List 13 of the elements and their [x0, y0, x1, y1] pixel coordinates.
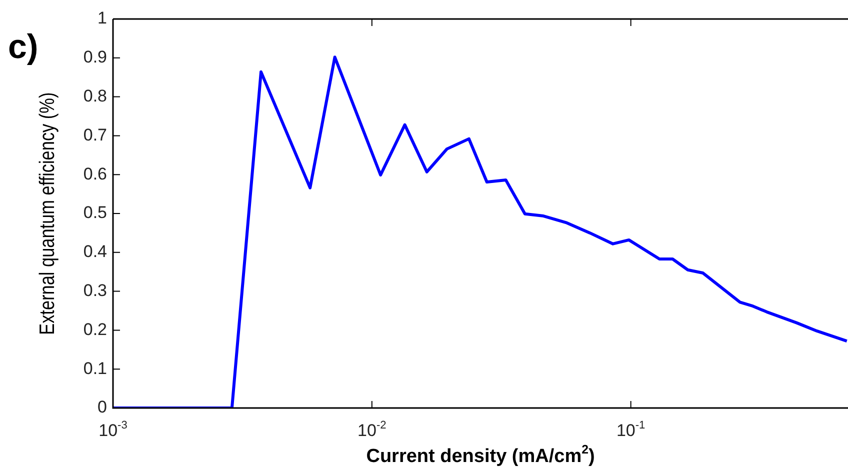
y-axis-title: External quantum efficiency (%) [36, 92, 60, 335]
text: c) [8, 28, 38, 66]
y-tick-label: 0 [98, 398, 107, 417]
y-tick-label: 0.3 [83, 280, 107, 300]
y-tick-label: 0.8 [83, 86, 107, 106]
y-tick-label: 0.1 [83, 358, 107, 378]
y-tick-label: 0.4 [83, 242, 107, 262]
y-tick-label: 0.7 [83, 125, 107, 144]
y-tick-label: 1 [98, 8, 107, 28]
y-tick-label: 0.9 [83, 48, 107, 67]
y-tick-label: 0.6 [83, 164, 107, 184]
y-tick-label: 0.2 [83, 320, 107, 339]
y-tick-label: 0.5 [83, 203, 107, 222]
